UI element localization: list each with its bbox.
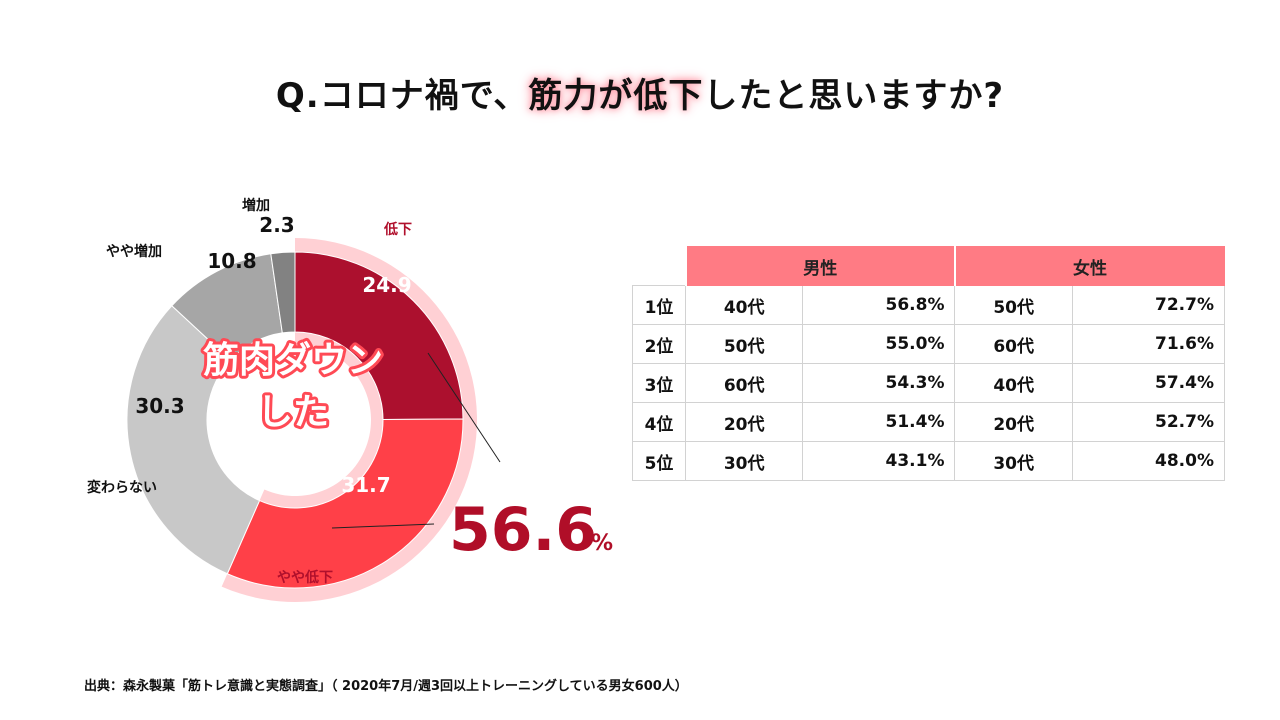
slice-value-label: 30.3	[135, 394, 184, 418]
slice-value-label: 10.8	[207, 249, 256, 273]
header-female: 女性	[953, 246, 1225, 286]
table-row: 5位 30代 43.1% 30代 48.0%	[632, 441, 1226, 481]
male-age-cell: 50代	[684, 324, 804, 364]
female-age-cell: 60代	[954, 324, 1073, 364]
male-age-cell: 30代	[684, 441, 804, 481]
female-pct-cell: 48.0%	[1071, 441, 1226, 481]
male-pct-cell: 55.0%	[802, 324, 956, 364]
female-pct-cell: 57.4%	[1071, 363, 1226, 403]
slice-category-label: やや低下	[277, 569, 333, 586]
table-row: 2位 50代 55.0% 60代 71.6%	[632, 324, 1226, 364]
donut-slice	[294, 251, 464, 420]
male-pct-cell: 56.8%	[802, 285, 956, 325]
title-highlight: 筋力が低下	[528, 76, 704, 116]
header-blank	[632, 246, 686, 286]
male-age-cell: 40代	[684, 285, 804, 325]
table-row: 4位 20代 51.4% 20代 52.7%	[632, 402, 1226, 442]
female-age-cell: 30代	[954, 441, 1073, 481]
donut-slice	[226, 418, 464, 589]
male-age-cell: 60代	[684, 363, 804, 403]
leader-line	[427, 352, 501, 463]
rank-cell: 1位	[632, 285, 686, 325]
rank-cell: 5位	[632, 441, 686, 481]
title-prefix: Q.コロナ禍で、	[275, 76, 529, 116]
title-suffix: したと思いますか?	[703, 76, 1005, 116]
slice-category-label: やや増加	[106, 243, 162, 260]
male-age-cell: 20代	[684, 402, 804, 442]
male-pct-cell: 51.4%	[802, 402, 956, 442]
slice-category-label: 変わらない	[87, 479, 157, 496]
slice-value-label: 2.3	[259, 213, 294, 237]
male-pct-cell: 43.1%	[802, 441, 956, 481]
leader-line	[331, 523, 435, 529]
table-row: 1位 40代 56.8% 50代 72.7%	[632, 285, 1226, 325]
female-age-cell: 20代	[954, 402, 1073, 442]
table-row: 3位 60代 54.3% 40代 57.4%	[632, 363, 1226, 403]
ranking-table: 男性 女性 1位 40代 56.8% 50代 72.7% 2位 50代 55.0% 60代 71.…	[632, 246, 1226, 481]
table-header-row: 男性 女性	[632, 246, 1225, 286]
center-label: した	[257, 392, 329, 433]
female-pct-cell: 52.7%	[1071, 402, 1226, 442]
rank-cell: 3位	[632, 363, 686, 403]
donut-slice	[126, 305, 261, 575]
slice-category-label: 増加	[242, 197, 270, 214]
female-pct-cell: 71.6%	[1071, 324, 1226, 364]
total-unit: %	[591, 531, 613, 556]
female-pct-cell: 72.7%	[1071, 285, 1226, 325]
header-male: 男性	[684, 246, 956, 286]
page-title: Q.コロナ禍で、筋力が低下したと思いますか?	[0, 68, 1280, 117]
female-age-cell: 40代	[954, 363, 1073, 403]
slice-value-label: 31.7	[341, 473, 390, 497]
total-value: 56.6	[449, 495, 597, 565]
rank-cell: 2位	[632, 324, 686, 364]
donut-slice	[270, 251, 296, 334]
slice-value-label: 24.9	[362, 273, 411, 297]
rank-cell: 4位	[632, 402, 686, 442]
slice-category-label: 低下	[383, 221, 412, 238]
female-age-cell: 50代	[954, 285, 1073, 325]
center-label: 筋肉ダウン	[203, 340, 383, 381]
source-note: 出典：森永製菓「筋トレ意識と実態調査」（ 2020年7月/週3回以上トレーニング…	[84, 679, 688, 694]
male-pct-cell: 54.3%	[802, 363, 956, 403]
